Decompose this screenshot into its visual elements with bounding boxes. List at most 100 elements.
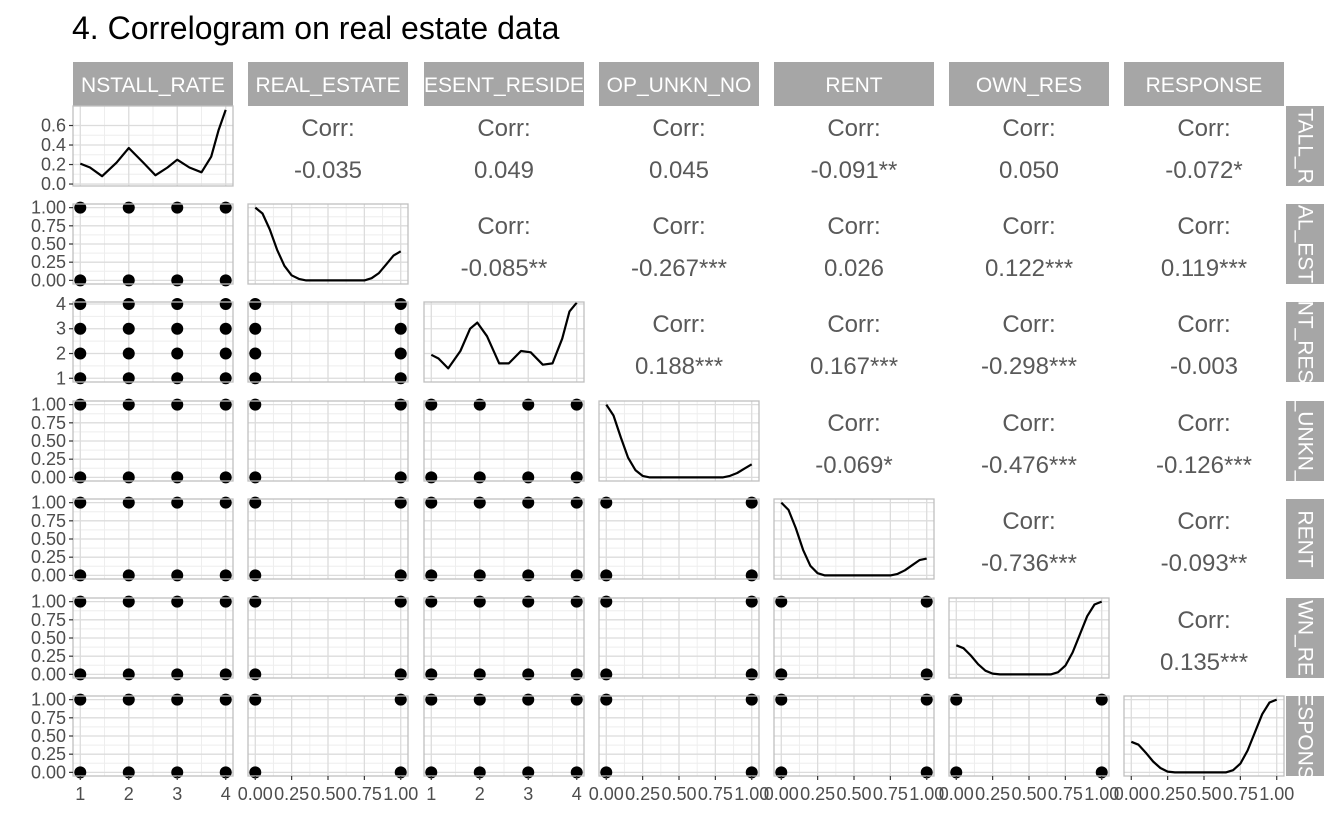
- panel-r1-c2: Corr: -0.085**: [461, 213, 548, 282]
- corr-label: Corr:: [1177, 607, 1230, 634]
- scatter-point: [394, 347, 407, 360]
- corr-value: 0.188***: [635, 353, 723, 380]
- row-strip-label: ESPONS: [1294, 692, 1317, 780]
- y-tick-label: 1.00: [31, 493, 66, 513]
- panel-r0-c6: Corr: -0.072*: [1165, 115, 1242, 184]
- scatter-point: [394, 322, 407, 335]
- panel-r4-c2: [423, 496, 585, 582]
- column-strip-label: OP_UNKN_NO: [607, 74, 752, 97]
- row-strip-label: NT_RES: [1294, 301, 1317, 384]
- panel-r0-c5: Corr: 0.050: [999, 115, 1059, 184]
- scatter-point: [219, 347, 232, 360]
- corr-label: Corr:: [301, 115, 354, 142]
- row-strip-3: _UNKN_: [1286, 401, 1324, 481]
- corr-label: Corr:: [1177, 311, 1230, 338]
- corr-value: -0.085**: [461, 255, 548, 282]
- corr-label: Corr:: [827, 311, 880, 338]
- x-tick-label: 0.50: [1011, 784, 1046, 804]
- x-tick-label: 2: [475, 784, 485, 804]
- scatter-point: [249, 297, 262, 310]
- row-strip-6: ESPONS: [1286, 692, 1324, 780]
- panel-border: [247, 301, 409, 383]
- x-tick-label: 3: [523, 784, 533, 804]
- column-strip-bg: [599, 62, 759, 106]
- scatter-point: [74, 297, 87, 310]
- y-tick-label: 0.00: [31, 270, 66, 290]
- corr-label: Corr:: [1002, 311, 1055, 338]
- panel-r0-c3: Corr: 0.045: [649, 115, 709, 184]
- panel-border: [598, 400, 760, 482]
- y-tick-label: 1: [56, 368, 66, 388]
- x-tick-label: 0.00: [1114, 784, 1149, 804]
- corr-label: Corr:: [827, 115, 880, 142]
- corr-value: -0.069*: [815, 452, 892, 479]
- row-strip-bg: [1286, 401, 1324, 481]
- scatter-point: [122, 372, 135, 385]
- y-tick-label: 0.0: [41, 174, 66, 194]
- corr-value: -0.736***: [981, 550, 1077, 577]
- panel-border: [247, 203, 409, 285]
- corr-value: -0.091**: [811, 157, 898, 184]
- panel-r5-c0: [72, 595, 234, 681]
- corr-label: Corr:: [1002, 115, 1055, 142]
- row-strip-bg: [1286, 696, 1324, 776]
- x-tick-label: 4: [221, 784, 231, 804]
- panel-r6-c0: [72, 693, 234, 779]
- density-line: [79, 109, 227, 178]
- corr-value: -0.093**: [1161, 550, 1248, 577]
- x-tick-label: 0.75: [698, 784, 733, 804]
- corr-label: Corr:: [827, 213, 880, 240]
- row-strip-label: WN_RE: [1294, 600, 1317, 676]
- x-tick-label: 0.75: [1223, 784, 1258, 804]
- row-strip-label-group: AL_EST: [1294, 205, 1317, 283]
- y-tick-label: 0.25: [31, 449, 66, 469]
- x-tick-label: 0.00: [589, 784, 624, 804]
- row-strip-label-group: TALL_R: [1294, 108, 1317, 183]
- panel-border: [423, 695, 585, 777]
- panel-r3-c3: [598, 400, 760, 482]
- x-tick-label: 0.00: [939, 784, 974, 804]
- row-strip-0: TALL_R: [1286, 106, 1324, 186]
- chart-title: 4. Correlogram on real estate data: [72, 10, 560, 46]
- row-strip-bg: [1286, 204, 1324, 284]
- corr-value: 0.049: [474, 157, 534, 184]
- x-tick-label: 1: [75, 784, 85, 804]
- panel-border: [423, 597, 585, 679]
- panel-r4-c3: [598, 496, 760, 582]
- x-tick-label: 0.75: [1048, 784, 1083, 804]
- column-strip-6: RESPONSE: [1124, 62, 1284, 106]
- corr-label: Corr:: [652, 115, 705, 142]
- panel-r1-c4: Corr: 0.026: [824, 213, 884, 282]
- scatter-point: [219, 297, 232, 310]
- column-strip-bg: [774, 62, 934, 106]
- x-tick-label: 1.00: [734, 784, 769, 804]
- panel-r2-c3: Corr: 0.188***: [635, 311, 723, 380]
- row-strip-bg: [1286, 499, 1324, 579]
- panel-border: [247, 498, 409, 580]
- corr-label: Corr:: [477, 115, 530, 142]
- panel-r0-c2: Corr: 0.049: [474, 115, 534, 184]
- panel-r2-c6: Corr: -0.003: [1170, 311, 1238, 380]
- scatter-point: [219, 322, 232, 335]
- corr-label: Corr:: [477, 213, 530, 240]
- panel-border: [598, 597, 760, 679]
- column-strip-0: NSTALL_RATE: [73, 62, 233, 106]
- density-line: [430, 301, 578, 370]
- y-tick-label: 0.25: [31, 547, 66, 567]
- panel-r1-c6: Corr: 0.119***: [1161, 213, 1247, 282]
- y-tick-label: 0.50: [31, 628, 66, 648]
- panel-r4-c1: [247, 496, 409, 582]
- y-tick-label: 3: [56, 319, 66, 339]
- column-strip-label: OWN_RES: [976, 74, 1082, 97]
- column-strip-label: RENT: [825, 74, 882, 97]
- x-tick-label: 0.50: [661, 784, 696, 804]
- panel-border: [423, 498, 585, 580]
- scatter-point: [249, 347, 262, 360]
- y-tick-label: 0.25: [31, 646, 66, 666]
- panel-r0-c0: [72, 105, 234, 187]
- panel-r3-c4: Corr: -0.069*: [815, 410, 892, 479]
- scatter-point: [74, 372, 87, 385]
- y-tick-label: 2: [56, 344, 66, 364]
- column-strip-label: NSTALL_RATE: [81, 74, 225, 97]
